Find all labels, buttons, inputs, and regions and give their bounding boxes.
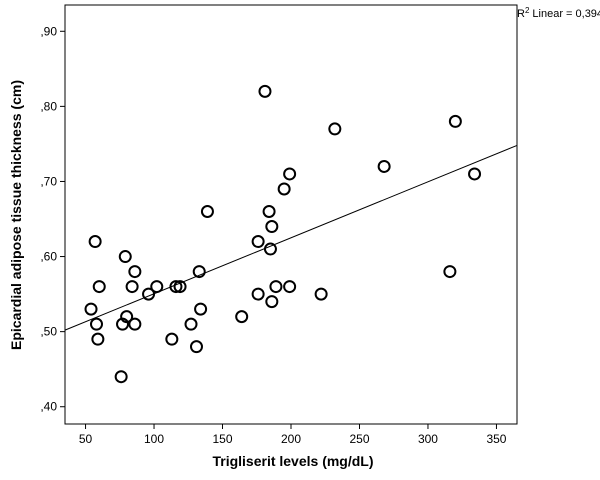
r-squared-prefix: R xyxy=(517,8,525,20)
data-point xyxy=(262,204,276,218)
data-point xyxy=(128,265,142,279)
data-point xyxy=(251,287,265,301)
x-tick-label: 200 xyxy=(281,432,301,446)
y-tick-label: ,80 xyxy=(40,99,57,113)
y-tick-label: ,40 xyxy=(40,400,57,414)
data-point xyxy=(91,332,105,346)
data-point xyxy=(251,235,265,249)
data-point xyxy=(90,317,104,331)
data-point xyxy=(269,280,283,294)
x-tick-label: 300 xyxy=(418,432,438,446)
y-tick-label: ,60 xyxy=(40,250,57,264)
data-point xyxy=(314,287,328,301)
data-point xyxy=(265,220,279,234)
x-tick-label: 100 xyxy=(144,432,164,446)
data-point xyxy=(443,265,457,279)
data-point xyxy=(165,332,179,346)
data-point xyxy=(283,280,297,294)
data-point xyxy=(184,317,198,331)
r-squared-superscript: 2 xyxy=(525,6,530,15)
data-point xyxy=(377,159,391,173)
x-tick-label: 50 xyxy=(79,432,93,446)
fit-line-layer xyxy=(64,144,518,331)
data-point xyxy=(235,310,249,324)
data-point xyxy=(265,295,279,309)
x-tick-label: 250 xyxy=(349,432,369,446)
data-point xyxy=(192,265,206,279)
data-point xyxy=(468,167,482,181)
data-point xyxy=(114,370,128,384)
y-tick-label: ,50 xyxy=(40,325,57,339)
data-point xyxy=(328,122,342,136)
x-tick-label: 150 xyxy=(212,432,232,446)
data-point xyxy=(142,287,156,301)
data-point xyxy=(88,235,102,249)
data-point xyxy=(173,280,187,294)
data-point xyxy=(258,84,272,98)
x-axis-title: Trigliserit levels (mg/dL) xyxy=(212,453,373,469)
fit-line xyxy=(64,144,518,331)
data-point xyxy=(150,280,164,294)
y-tick-label: ,90 xyxy=(40,24,57,38)
data-point xyxy=(189,340,203,354)
data-point xyxy=(277,182,291,196)
points-layer xyxy=(84,84,482,384)
y-axis-title: Epicardial adipose tissue thickness (cm) xyxy=(8,80,24,350)
data-point xyxy=(84,302,98,316)
y-tick-label: ,70 xyxy=(40,174,57,188)
data-point xyxy=(169,280,183,294)
r-squared-label: R2 Linear = 0,394 xyxy=(517,6,600,20)
data-point xyxy=(263,242,277,256)
data-point xyxy=(283,167,297,181)
data-point xyxy=(194,302,208,316)
data-point xyxy=(125,280,139,294)
data-point xyxy=(448,114,462,128)
x-axis: 50 100 150 200 250 300 350 xyxy=(79,424,507,446)
data-point xyxy=(128,317,142,331)
data-point xyxy=(200,204,214,218)
data-point xyxy=(120,310,134,324)
data-point xyxy=(118,250,132,264)
r-squared-value: Linear = 0,394 xyxy=(532,8,600,20)
x-tick-label: 350 xyxy=(486,432,506,446)
y-axis: ,40 ,50 ,60 ,70 ,80 ,90 xyxy=(40,24,65,414)
data-point xyxy=(92,280,106,294)
